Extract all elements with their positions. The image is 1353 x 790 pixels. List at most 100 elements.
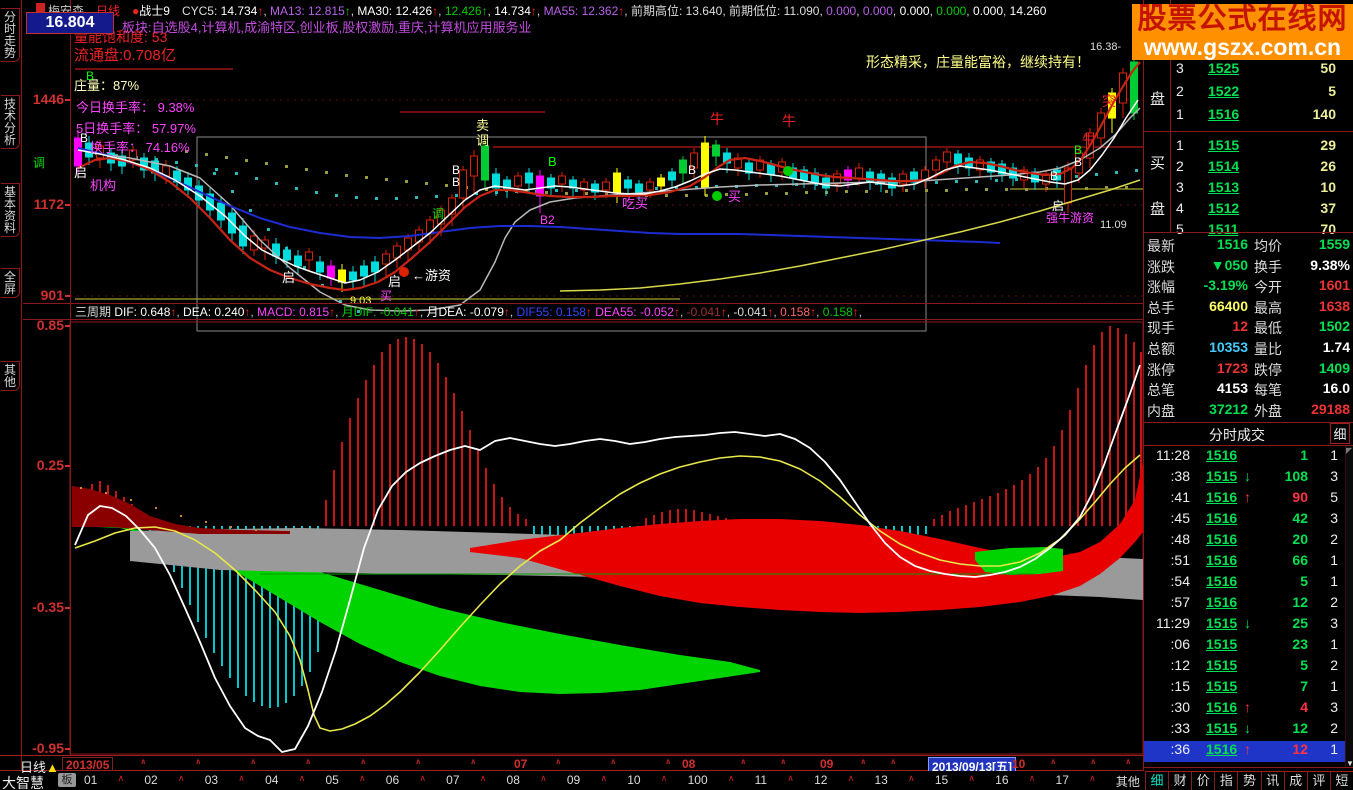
sidebar-tab-基本资料[interactable]: 基本资料: [1, 183, 20, 237]
tick-price: 1516: [1206, 447, 1238, 463]
dot-marker: [565, 192, 568, 195]
indicator-segment: ,: [726, 305, 734, 319]
scroll-up-icon[interactable]: ◤: [1346, 446, 1353, 455]
dot-marker: [267, 228, 270, 231]
quote-row: 总额 10353 量比 1.74: [1144, 339, 1353, 360]
tick-price: 1516: [1206, 699, 1238, 715]
page-shortcut-07[interactable]: 07: [446, 773, 460, 787]
date-tick: ∧: [1125, 757, 1132, 766]
indicator-segment: ↑: [170, 305, 177, 319]
panel-divider: [1144, 445, 1353, 446]
date-label: 09: [820, 757, 834, 771]
tick-scrollbar[interactable]: ◤ ▼: [1345, 446, 1353, 768]
page-shortcut-其他[interactable]: 其他: [1115, 775, 1140, 789]
page-shortcut-05[interactable]: 05: [325, 773, 339, 787]
quote-value: 1559: [1318, 236, 1350, 252]
quote-row: 最新 1516 均价 1559: [1144, 236, 1353, 257]
sidebar-tab-分时走势[interactable]: 分时走势: [1, 8, 20, 62]
period-selector[interactable]: 日线▲: [20, 760, 59, 775]
bottom-tab-成[interactable]: 成: [1283, 772, 1307, 790]
scroll-down-icon[interactable]: ▼: [1346, 759, 1353, 768]
axis-divider: [70, 0, 71, 755]
quote-value: 1516: [1216, 236, 1248, 252]
watermark: 股票公式在线网 www.gszx.com.cn: [1132, 4, 1353, 60]
queue-volume: 5: [1328, 83, 1336, 99]
tick-volume: 20: [1292, 531, 1308, 547]
dot-marker: [235, 172, 238, 175]
sell-queue-row: 2 1522 5: [1170, 83, 1346, 103]
page-shortcut-09[interactable]: 09: [566, 773, 581, 787]
bottom-tab-讯[interactable]: 讯: [1260, 772, 1284, 790]
bottom-tab-价[interactable]: 价: [1191, 772, 1214, 790]
topbar-segment: ,: [263, 4, 271, 18]
tick-detail-tab[interactable]: 细: [1330, 423, 1350, 444]
topbar-segment: MA13: 12.815: [270, 4, 345, 18]
page-shortcut-08[interactable]: 08: [506, 773, 520, 787]
dot-marker: [1015, 178, 1018, 181]
bottom-tab-短[interactable]: 短: [1329, 772, 1353, 790]
page-shortcut-17[interactable]: 17: [1055, 773, 1069, 787]
bottom-tab-指[interactable]: 指: [1214, 772, 1237, 790]
app-icon: [36, 3, 45, 12]
page-shortcut-04[interactable]: 04: [265, 773, 279, 787]
chart-annotation: B: [452, 163, 460, 177]
page-shortcut-13[interactable]: 13: [874, 773, 888, 787]
candle: [1064, 167, 1072, 204]
sell-queue-row: 3 1525 50: [1170, 60, 1346, 80]
page-shortcut-12[interactable]: 12: [814, 773, 828, 787]
bottom-tab-细[interactable]: 细: [1145, 772, 1168, 790]
bottom-tab-财[interactable]: 财: [1168, 772, 1191, 790]
page-shortcut-16[interactable]: 16: [995, 773, 1009, 787]
candle: [129, 149, 137, 161]
sub-y-axis-label: -0.95: [32, 740, 64, 755]
dot-marker: [195, 164, 198, 167]
panel-divider: [1144, 232, 1353, 233]
dot-marker: [255, 177, 258, 180]
page-shortcut-11[interactable]: 11: [754, 773, 768, 787]
chart-annotation: 卖: [476, 118, 489, 133]
page-shortcut-10[interactable]: 10: [627, 773, 641, 787]
topbar-segment: CYC5:: [169, 4, 221, 18]
bottom-tab-势[interactable]: 势: [1237, 772, 1260, 790]
quote-label: 涨跌: [1147, 258, 1175, 275]
quote-row: 涨幅 -3.19% 今开 1601: [1144, 277, 1353, 298]
dot-marker: [1135, 169, 1138, 172]
indicator-segment: ↑: [503, 305, 510, 319]
panel-divider: [1144, 131, 1353, 132]
candle: [316, 261, 324, 273]
page-shortcut-03[interactable]: 03: [204, 773, 219, 787]
dot-marker: [995, 179, 998, 182]
quote-label: 每笔: [1254, 382, 1282, 399]
page-shortcut-02[interactable]: 02: [144, 773, 158, 787]
order-book-side-label: 盘: [1150, 201, 1166, 218]
bottom-tab-评[interactable]: 评: [1306, 772, 1330, 790]
topbar-segment: ↑: [432, 4, 439, 18]
dot-marker: [1075, 175, 1078, 178]
tick-time: :36: [1170, 741, 1190, 757]
chart-annotation: 强牛游资: [1046, 210, 1094, 225]
page-shortcut-15[interactable]: 15: [934, 773, 949, 787]
topbar-indicator-readout: 梅安森 日线 ●战士9 CYC5: 14.734↑, MA13: 12.815↑…: [48, 2, 1138, 18]
page-shortcut-06[interactable]: 06: [385, 773, 400, 787]
dot-marker: [695, 186, 698, 189]
sidebar-tab-其他[interactable]: 其他: [1, 361, 20, 391]
tick-count: 3: [1330, 699, 1338, 715]
sidebar-tab-技术分析[interactable]: 技术分析: [1, 95, 20, 149]
candle: [217, 202, 225, 221]
page-separator-icon: ∧: [479, 773, 487, 783]
dot-marker: [555, 189, 558, 192]
sidebar-tab-全屏[interactable]: 全屏: [1, 268, 20, 298]
indicator-segment: ,: [858, 305, 863, 319]
signal-circle: [783, 166, 793, 176]
topbar-segment: ↑: [618, 4, 625, 18]
order-book-side-label: 买: [1150, 155, 1166, 172]
candle: [360, 265, 368, 277]
page-shortcut-100[interactable]: 100: [687, 773, 708, 787]
date-tick: ∧: [1050, 757, 1057, 766]
quote-label: 最新: [1147, 238, 1175, 254]
dot-marker: [325, 171, 328, 174]
candle: [888, 177, 896, 189]
page-shortcut-01[interactable]: 01: [84, 773, 98, 787]
tick-time: :06: [1170, 636, 1190, 652]
